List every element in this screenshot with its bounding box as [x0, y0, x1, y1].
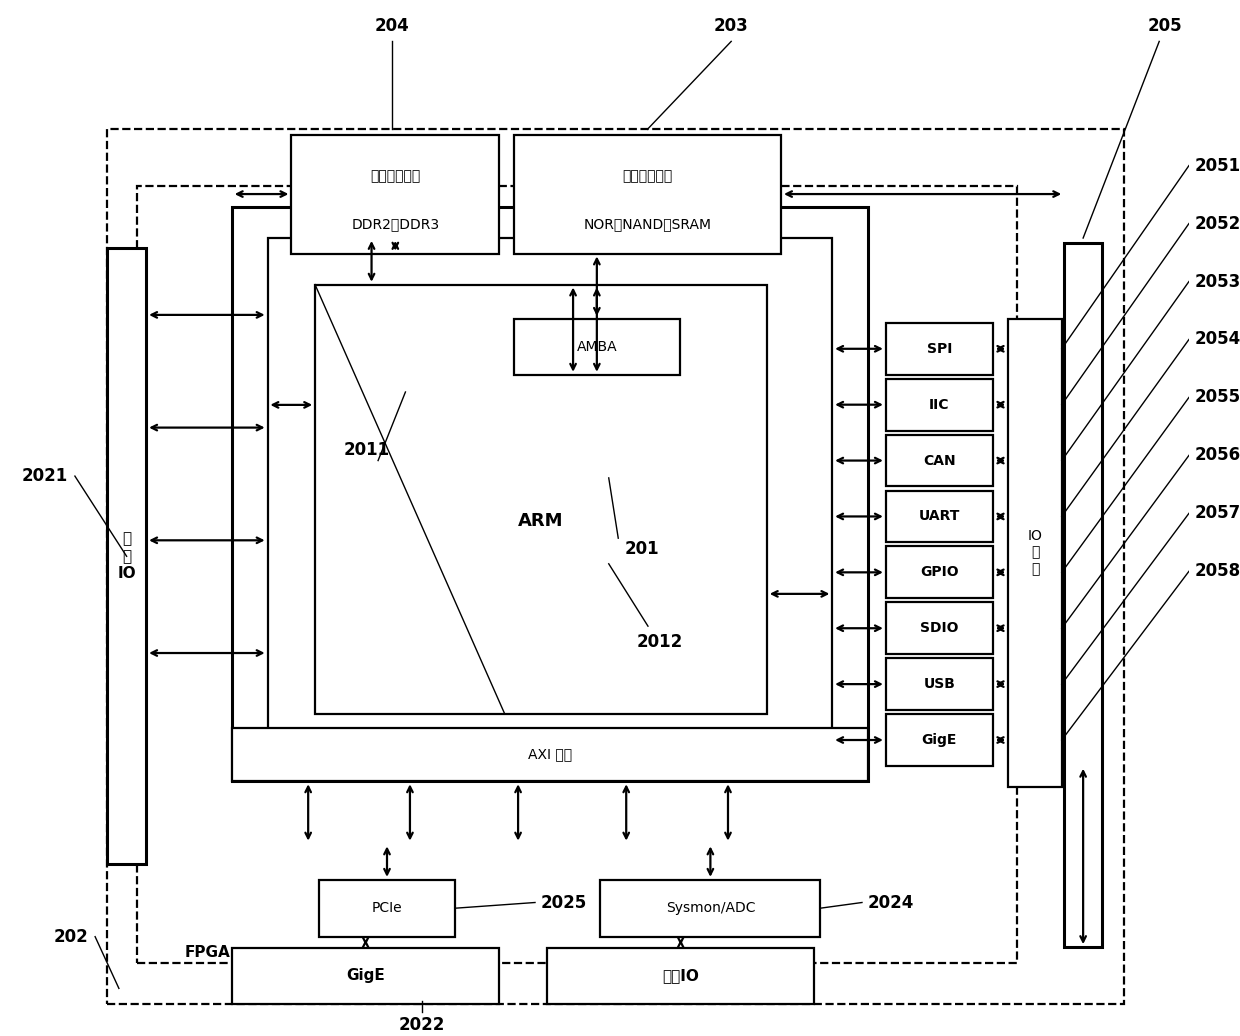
Text: NOR、NAND及SRAM: NOR、NAND及SRAM: [583, 217, 712, 231]
Bar: [291, 135, 500, 254]
Text: 2058: 2058: [1195, 563, 1240, 580]
Bar: [232, 207, 868, 781]
Text: 2022: 2022: [399, 1015, 445, 1034]
Bar: [547, 948, 815, 1004]
Text: 205: 205: [1148, 17, 1183, 35]
Text: FPGA: FPGA: [185, 945, 231, 959]
Text: 2025: 2025: [541, 893, 588, 912]
Text: 2012: 2012: [636, 633, 683, 651]
Bar: [885, 714, 993, 766]
Text: 204: 204: [374, 17, 409, 35]
Bar: [885, 379, 993, 431]
Text: IO
单
元: IO 单 元: [1028, 529, 1043, 576]
Bar: [1008, 319, 1061, 786]
Text: UART: UART: [919, 510, 960, 523]
Text: AMBA: AMBA: [577, 340, 618, 353]
Bar: [232, 727, 868, 781]
Text: 动态内存控制: 动态内存控制: [371, 169, 420, 183]
Bar: [885, 546, 993, 598]
Text: CAN: CAN: [923, 454, 956, 467]
Text: SDIO: SDIO: [920, 622, 959, 635]
Bar: [107, 249, 146, 864]
Text: 2055: 2055: [1195, 388, 1240, 406]
Bar: [885, 602, 993, 654]
Text: 标
准
IO: 标 准 IO: [118, 531, 136, 581]
Text: 2021: 2021: [22, 467, 68, 485]
Text: 静态内存控制: 静态内存控制: [622, 169, 672, 183]
Text: 2011: 2011: [343, 441, 389, 459]
Bar: [319, 880, 455, 937]
Text: 2051: 2051: [1195, 156, 1240, 175]
Bar: [885, 658, 993, 710]
Bar: [1064, 243, 1102, 947]
Bar: [885, 491, 993, 542]
Text: 2053: 2053: [1195, 272, 1240, 290]
Text: GigE: GigE: [346, 969, 384, 983]
Bar: [268, 238, 832, 750]
Text: 201: 201: [625, 540, 660, 557]
Bar: [107, 130, 1123, 1004]
Text: SPI: SPI: [926, 342, 952, 355]
Text: 2056: 2056: [1195, 447, 1240, 464]
Text: 203: 203: [714, 17, 749, 35]
Text: 标准IO: 标准IO: [662, 969, 699, 983]
Text: 2024: 2024: [868, 893, 914, 912]
Text: AXI 接口: AXI 接口: [528, 748, 572, 761]
Text: 2054: 2054: [1195, 330, 1240, 348]
Bar: [315, 285, 766, 714]
Text: GPIO: GPIO: [920, 566, 959, 579]
Text: DDR2及DDR3: DDR2及DDR3: [351, 217, 439, 231]
Bar: [885, 435, 993, 487]
Text: 202: 202: [55, 927, 89, 946]
Bar: [600, 880, 821, 937]
Text: IIC: IIC: [929, 398, 950, 411]
Text: 2057: 2057: [1195, 505, 1240, 522]
Bar: [136, 186, 1017, 962]
Bar: [513, 319, 680, 375]
Text: ARM: ARM: [518, 512, 564, 529]
Text: 2052: 2052: [1195, 214, 1240, 232]
Bar: [885, 323, 993, 375]
Text: Sysmon/ADC: Sysmon/ADC: [666, 901, 755, 915]
Bar: [513, 135, 781, 254]
Bar: [232, 948, 500, 1004]
Text: PCIe: PCIe: [372, 901, 402, 915]
Text: USB: USB: [924, 678, 955, 691]
Text: GigE: GigE: [921, 733, 957, 747]
